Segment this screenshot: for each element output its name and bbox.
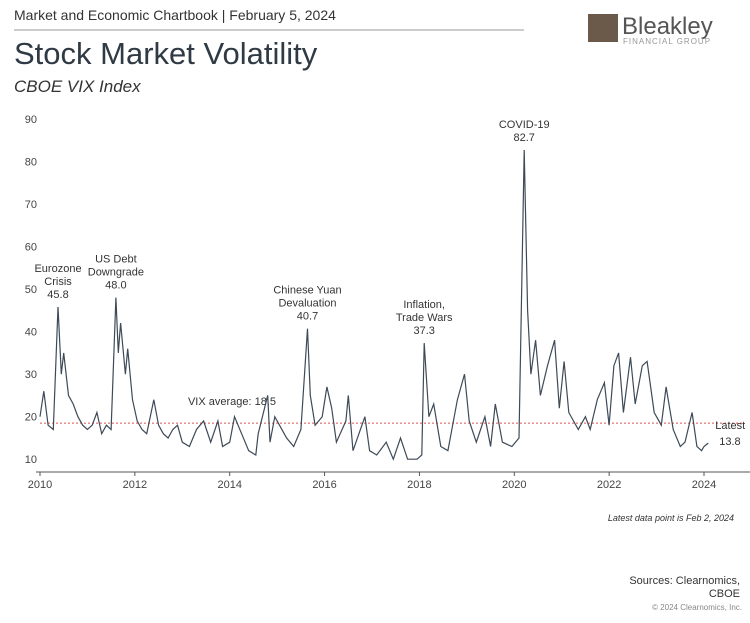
- x-tick-label: 2018: [407, 479, 431, 491]
- y-tick-label: 90: [25, 114, 37, 126]
- y-tick-label: 80: [25, 157, 37, 169]
- annotation-value: 48.0: [105, 280, 126, 292]
- sources: Sources: Clearnomics,: [629, 575, 740, 587]
- x-tick-label: 2010: [28, 479, 52, 491]
- chartbook-header: Market and Economic Chartbook | February…: [14, 7, 336, 23]
- y-tick-label: 60: [25, 242, 37, 254]
- annotation-value: 45.8: [47, 289, 68, 301]
- annotation-label: Crisis: [44, 276, 72, 288]
- chart-subtitle: CBOE VIX Index: [14, 77, 141, 96]
- sources: CBOE: [709, 588, 740, 600]
- annotation-label: US Debt: [95, 254, 137, 266]
- vix-line: [39, 149, 709, 461]
- latest-value: 13.8: [719, 436, 740, 448]
- x-tick-label: 2020: [502, 479, 526, 491]
- y-tick-label: 70: [25, 199, 37, 211]
- x-tick-label: 2014: [217, 479, 241, 491]
- logo: Bleakley FINANCIAL GROUP: [588, 13, 713, 46]
- y-tick-label: 20: [25, 412, 37, 424]
- x-tick-label: 2022: [597, 479, 621, 491]
- annotation-label: Downgrade: [88, 267, 144, 279]
- y-tick-label: 50: [25, 284, 37, 296]
- y-tick-label: 40: [25, 327, 37, 339]
- average-value: 18.5: [255, 396, 276, 408]
- average-label-text: VIX average:: [188, 396, 252, 408]
- copyright: © 2024 Clearnomics, Inc.: [652, 603, 742, 612]
- x-tick-label: 2012: [123, 479, 147, 491]
- chart-title: Stock Market Volatility: [14, 36, 318, 71]
- annotation-label: Eurozone: [34, 263, 81, 275]
- annotation-value: 82.7: [514, 132, 535, 144]
- y-tick-label: 30: [25, 369, 37, 381]
- annotation-label: Devaluation: [278, 298, 336, 310]
- x-tick-label: 2024: [692, 479, 716, 491]
- annotation-label: COVID-19: [499, 119, 550, 131]
- logo-icon: [588, 14, 618, 42]
- footnote: Latest data point is Feb 2, 2024: [608, 513, 734, 523]
- y-tick-label: 10: [25, 454, 37, 466]
- logo-name: Bleakley: [622, 13, 713, 40]
- annotation-label: Trade Wars: [396, 312, 453, 324]
- annotation-value: 37.3: [413, 325, 434, 337]
- latest-label: Latest: [715, 420, 745, 432]
- x-tick-label: 2016: [312, 479, 336, 491]
- annotation-label: Inflation,: [403, 299, 445, 311]
- logo-sub: FINANCIAL GROUP: [623, 37, 711, 46]
- annotation-label: Chinese Yuan: [273, 285, 341, 297]
- average-label: VIX average: 18.5: [188, 396, 276, 408]
- annotation-value: 40.7: [297, 311, 318, 323]
